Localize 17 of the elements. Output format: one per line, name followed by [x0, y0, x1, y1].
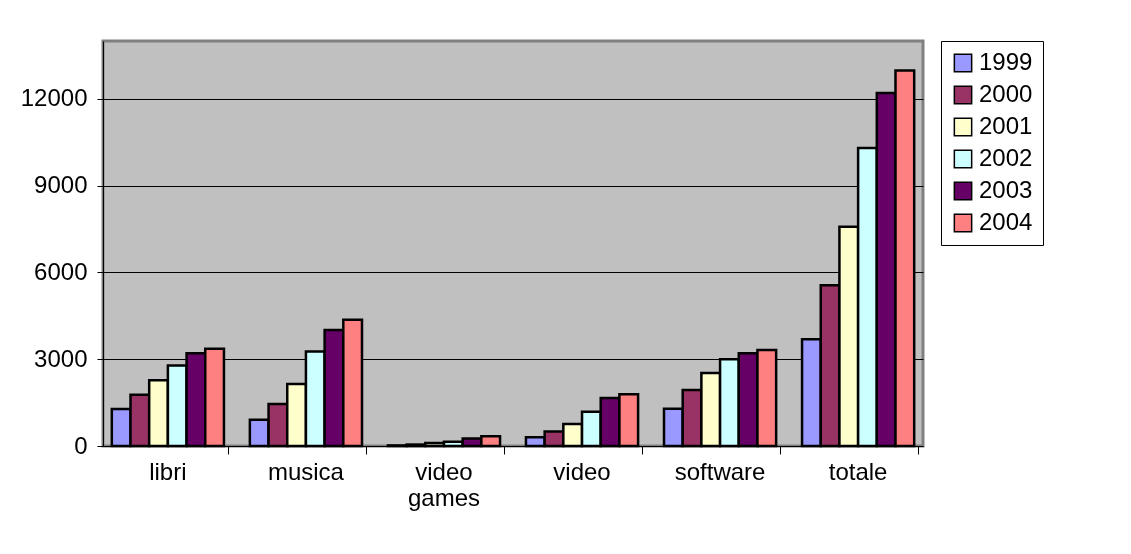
y-tick-label: 9000: [34, 171, 88, 199]
y-tick-label: 12000: [20, 84, 88, 112]
x-tick-label: video games: [407, 457, 480, 511]
x-tick-label: software: [674, 457, 766, 485]
y-tick-label: 0: [74, 431, 88, 459]
x-tick-label: musica: [267, 457, 345, 485]
legend-label: 2001: [979, 112, 1033, 139]
legend-label: 1999: [979, 48, 1033, 75]
legend-label: 2000: [979, 80, 1033, 107]
x-tick-label: totale: [828, 457, 888, 485]
legend-label: 2004: [979, 208, 1033, 235]
y-tick-label: 3000: [34, 344, 88, 372]
x-tick-label: libri: [149, 457, 187, 485]
legend-label: 2002: [979, 144, 1033, 171]
x-tick-label: video: [553, 457, 611, 485]
legend-label: 2003: [979, 176, 1033, 203]
y-tick-label: 6000: [34, 257, 88, 285]
